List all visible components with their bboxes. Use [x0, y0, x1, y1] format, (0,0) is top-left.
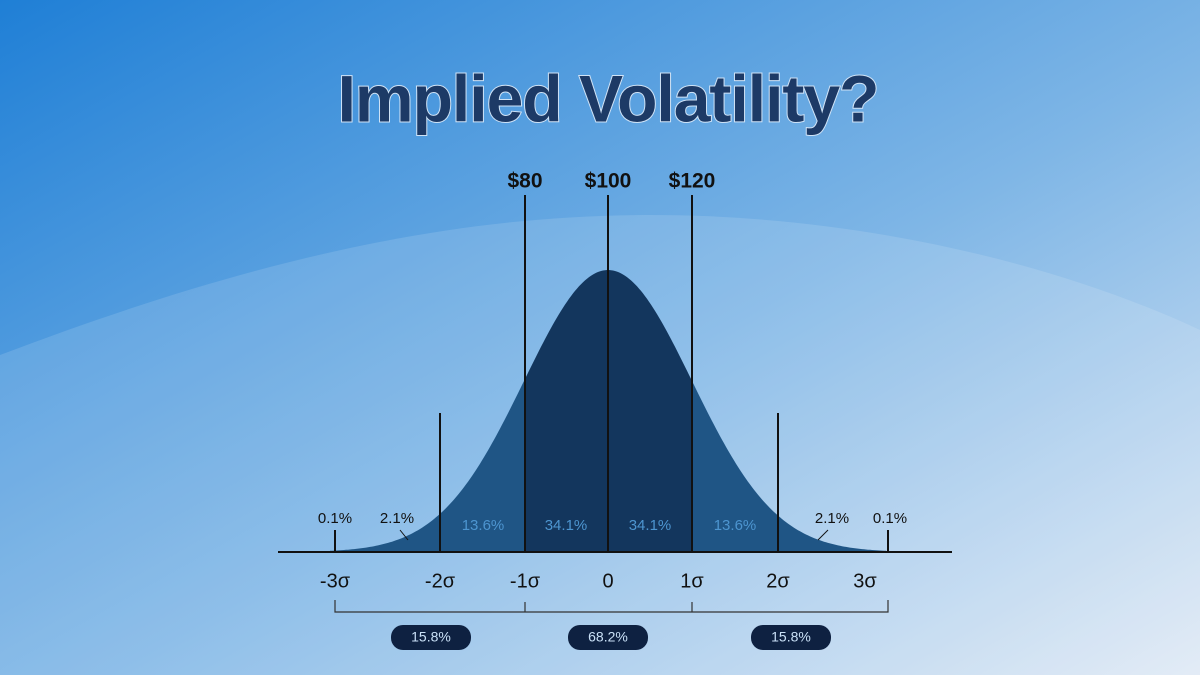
sigma-label: -3σ [320, 570, 351, 592]
sigma-label: 1σ [680, 570, 704, 592]
curve-area [692, 381, 886, 552]
region-label: 13.6% [714, 517, 757, 534]
sigma-label: -2σ [425, 570, 456, 592]
sigma-label: 2σ [766, 570, 790, 592]
region-label: 0.1% [318, 510, 352, 527]
price-label: $80 [507, 170, 542, 193]
region-label: 13.6% [462, 517, 505, 534]
curve-area [330, 378, 525, 552]
range-pill [751, 625, 831, 650]
range-pill [568, 625, 648, 650]
title: Implied Volatility? [338, 61, 879, 135]
leader [817, 529, 829, 541]
leader [399, 529, 409, 541]
region-label: 34.1% [629, 517, 672, 534]
sigma-label: -1σ [510, 570, 541, 592]
region-label: 0.1% [873, 510, 907, 527]
region-label: 34.1% [545, 517, 588, 534]
sigma-label: 3σ [853, 570, 877, 592]
region-label: 2.1% [815, 510, 849, 527]
range-label: 15.8% [411, 629, 451, 645]
range-label: 15.8% [771, 629, 811, 645]
sigma-label: 0 [602, 570, 613, 592]
range-pill [391, 625, 471, 650]
region-label: 2.1% [380, 510, 414, 527]
range-label: 68.2% [588, 629, 628, 645]
bracket [334, 600, 889, 613]
price-label: $100 [585, 170, 632, 193]
price-label: $120 [669, 170, 716, 193]
